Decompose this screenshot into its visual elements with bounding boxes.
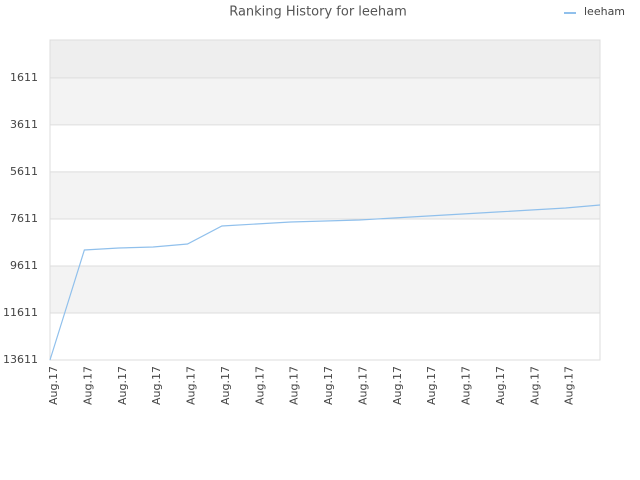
x-tick-label: Aug.17 bbox=[563, 366, 576, 405]
y-tick-label: 13611 bbox=[3, 353, 38, 366]
y-tick-label: 5611 bbox=[10, 165, 38, 178]
x-tick-label: Aug.17 bbox=[185, 366, 198, 405]
y-tick-label: 3611 bbox=[10, 118, 38, 131]
x-tick-label: Aug.17 bbox=[425, 366, 438, 405]
x-tick-label: Aug.17 bbox=[150, 366, 163, 405]
x-tick-label: Aug.17 bbox=[460, 366, 473, 405]
legend-label: leeham bbox=[584, 5, 625, 18]
line bbox=[49, 204, 601, 361]
plot-band bbox=[50, 40, 600, 78]
x-tick-label: Aug.17 bbox=[253, 366, 266, 405]
x-tick-label: Aug.17 bbox=[528, 366, 541, 405]
plot-band bbox=[50, 265, 600, 313]
x-tick-label: Aug.17 bbox=[219, 366, 232, 405]
x-tick-label: Aug.17 bbox=[391, 366, 404, 405]
x-tick-label: Aug.17 bbox=[356, 366, 369, 405]
plot-band bbox=[50, 312, 600, 360]
y-tick-label: 7611 bbox=[10, 212, 38, 225]
plot-band bbox=[50, 171, 600, 219]
x-tick-label: Aug.17 bbox=[322, 366, 335, 405]
x-tick-label: Aug.17 bbox=[81, 366, 94, 405]
plot-band bbox=[50, 124, 600, 172]
y-tick-label: 9611 bbox=[10, 259, 38, 272]
x-tick-label: Aug.17 bbox=[494, 366, 507, 405]
chart-title: Ranking History for leeham bbox=[229, 5, 407, 20]
x-tick-label: Aug.17 bbox=[116, 366, 129, 405]
y-tick-label: 11611 bbox=[3, 306, 38, 319]
x-tick-label: Aug.17 bbox=[288, 366, 301, 405]
y-tick-label: 1611 bbox=[10, 71, 38, 84]
x-tick-label: Aug.17 bbox=[47, 366, 60, 405]
plot-band bbox=[50, 218, 600, 266]
plot-band bbox=[50, 77, 600, 125]
